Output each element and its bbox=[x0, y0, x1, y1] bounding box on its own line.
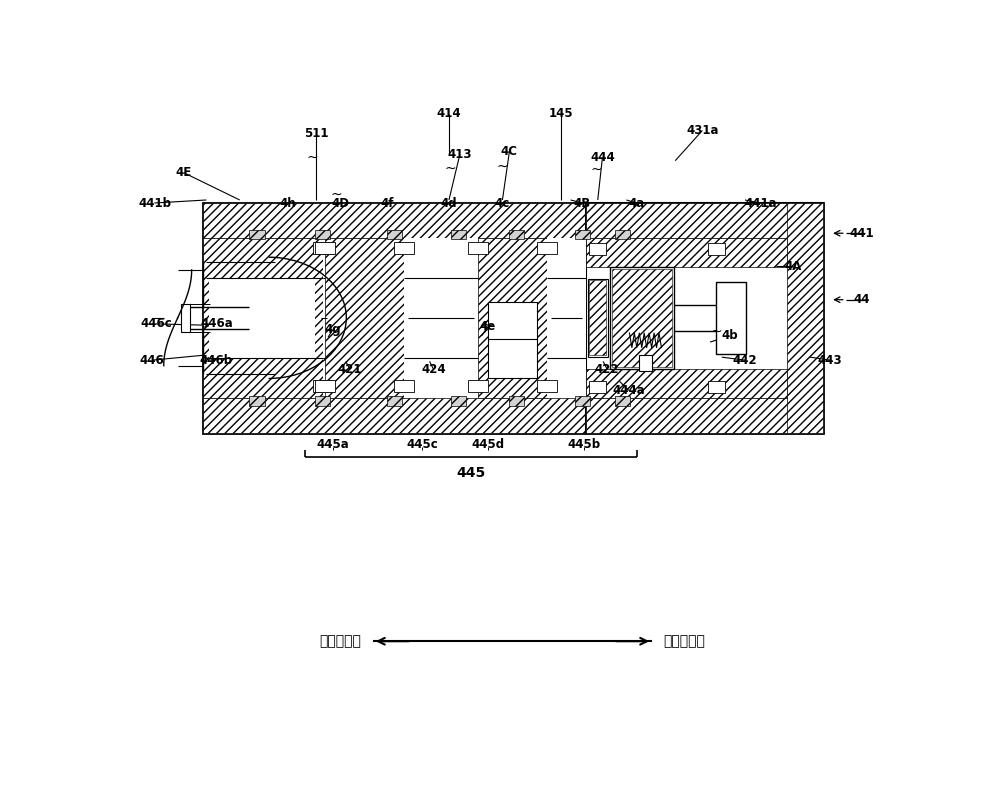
Text: 4h: 4h bbox=[279, 196, 296, 210]
Bar bbox=[313, 379, 333, 392]
Text: 4g: 4g bbox=[324, 323, 341, 337]
Bar bbox=[639, 356, 652, 371]
Bar bbox=[509, 229, 524, 239]
Bar bbox=[478, 238, 547, 398]
Text: 4d: 4d bbox=[441, 196, 457, 210]
Bar bbox=[615, 229, 630, 239]
Bar bbox=[586, 369, 787, 398]
Bar bbox=[615, 396, 630, 406]
Bar bbox=[612, 268, 672, 367]
Bar bbox=[181, 304, 190, 332]
Text: 444: 444 bbox=[590, 152, 615, 164]
Bar bbox=[202, 238, 323, 398]
Bar bbox=[209, 278, 315, 358]
Bar bbox=[315, 229, 330, 239]
Bar bbox=[488, 302, 537, 378]
Bar bbox=[716, 282, 746, 353]
Text: 424: 424 bbox=[421, 363, 446, 376]
Bar bbox=[574, 229, 590, 239]
Bar bbox=[586, 398, 822, 433]
Bar bbox=[315, 379, 335, 392]
Text: 446c: 446c bbox=[140, 317, 172, 330]
Text: ~: ~ bbox=[445, 162, 456, 176]
Text: 4D: 4D bbox=[331, 196, 349, 210]
Text: 445b: 445b bbox=[567, 438, 600, 451]
Text: 4A: 4A bbox=[784, 260, 802, 273]
Bar bbox=[537, 242, 557, 254]
Text: ~: ~ bbox=[590, 163, 602, 177]
Text: 414: 414 bbox=[437, 107, 461, 120]
Bar bbox=[787, 203, 822, 433]
Bar bbox=[313, 242, 333, 254]
Text: 145: 145 bbox=[548, 107, 573, 120]
Text: 4E: 4E bbox=[176, 166, 192, 179]
Text: 4a: 4a bbox=[628, 196, 645, 210]
Bar bbox=[249, 396, 264, 406]
Bar bbox=[315, 396, 330, 406]
Text: 443: 443 bbox=[818, 354, 843, 367]
Text: 44: 44 bbox=[853, 294, 870, 306]
Bar bbox=[202, 398, 822, 433]
Text: 445: 445 bbox=[456, 466, 485, 480]
Bar bbox=[586, 203, 822, 433]
Bar bbox=[202, 203, 822, 433]
Bar bbox=[450, 396, 466, 406]
Bar bbox=[586, 238, 787, 267]
Text: 445d: 445d bbox=[471, 438, 504, 451]
Text: 缸体开口侧: 缸体开口侧 bbox=[320, 634, 361, 648]
Text: 4f: 4f bbox=[380, 196, 394, 210]
Text: 446: 446 bbox=[140, 354, 164, 367]
Text: 442: 442 bbox=[733, 354, 757, 367]
Text: 4e: 4e bbox=[480, 320, 496, 334]
Text: 446a: 446a bbox=[200, 317, 233, 330]
Text: 4C: 4C bbox=[501, 145, 518, 158]
Text: 441: 441 bbox=[849, 227, 874, 239]
Text: ~: ~ bbox=[307, 151, 318, 165]
Bar bbox=[394, 379, 414, 392]
Text: ~: ~ bbox=[482, 319, 494, 333]
Text: 441a: 441a bbox=[744, 196, 777, 210]
Bar bbox=[315, 242, 335, 254]
Bar bbox=[610, 267, 674, 369]
Bar bbox=[574, 396, 590, 406]
Text: 422: 422 bbox=[595, 363, 619, 376]
Bar bbox=[202, 203, 822, 238]
Text: 421: 421 bbox=[338, 363, 362, 376]
Bar bbox=[450, 229, 466, 239]
Text: ~: ~ bbox=[496, 160, 508, 174]
Text: 431a: 431a bbox=[686, 124, 719, 137]
Bar bbox=[468, 379, 488, 392]
Text: 缸体底面侧: 缸体底面侧 bbox=[664, 634, 706, 648]
Bar bbox=[547, 238, 586, 398]
Text: ~: ~ bbox=[711, 325, 722, 339]
Bar bbox=[404, 238, 478, 398]
Text: 4B: 4B bbox=[574, 196, 591, 210]
Text: 4c: 4c bbox=[495, 196, 510, 210]
Text: 441b: 441b bbox=[138, 196, 171, 210]
Bar bbox=[325, 238, 404, 398]
Text: 445a: 445a bbox=[316, 438, 349, 451]
Bar bbox=[468, 242, 488, 254]
Text: 511: 511 bbox=[304, 127, 329, 140]
Text: 444a: 444a bbox=[612, 384, 645, 397]
Bar bbox=[249, 229, 264, 239]
Text: ~: ~ bbox=[331, 187, 342, 201]
Text: 4b: 4b bbox=[721, 330, 738, 342]
Bar bbox=[387, 396, 402, 406]
Text: 413: 413 bbox=[448, 148, 472, 161]
Bar bbox=[588, 279, 608, 356]
Bar bbox=[387, 229, 402, 239]
Bar bbox=[323, 238, 325, 398]
Text: 446b: 446b bbox=[200, 354, 233, 367]
Bar bbox=[589, 243, 606, 255]
Bar bbox=[708, 243, 725, 255]
Bar bbox=[537, 379, 557, 392]
Bar bbox=[708, 381, 725, 392]
Text: 445c: 445c bbox=[406, 438, 438, 451]
Bar bbox=[589, 381, 606, 392]
Bar bbox=[509, 396, 524, 406]
Bar bbox=[589, 280, 606, 356]
Bar bbox=[586, 203, 822, 238]
Bar bbox=[394, 242, 414, 254]
